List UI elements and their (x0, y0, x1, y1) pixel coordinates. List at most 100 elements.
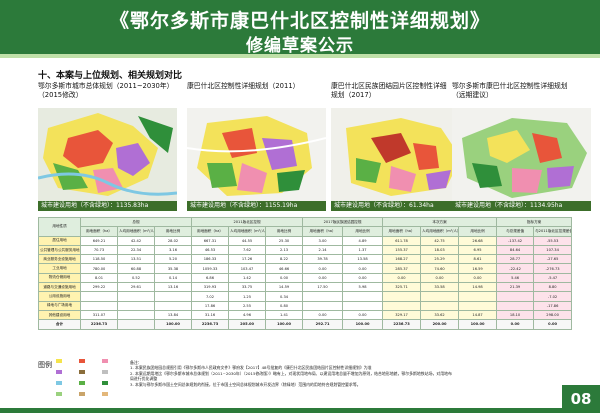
table-cell (496, 300, 535, 311)
table-cell: 14.59 (265, 282, 304, 293)
legend-title: 图例 (38, 361, 52, 369)
table-cell (342, 300, 384, 311)
map-2017-plan (331, 108, 470, 201)
table-cell: 299.22 (80, 282, 118, 293)
legend-swatch (79, 381, 85, 385)
table-cell: 6.86 (191, 272, 230, 284)
table-cell: 8.22 (265, 254, 304, 265)
table-cell: 21.39 (496, 282, 535, 293)
table-cell: 5.46 (496, 272, 535, 284)
sub-header-3: 用地面积（ha） (191, 226, 230, 237)
table-cell: 7.02 (191, 291, 230, 302)
table-cell: 667.31 (191, 235, 230, 246)
table-cell: 1059.33 (191, 263, 230, 274)
table-cell: 0.00 (302, 263, 344, 274)
table-cell: 8.61 (458, 254, 498, 265)
legend-swatch (102, 392, 108, 396)
table-cell: 2.14 (302, 244, 344, 256)
table-cell: -137.42 (496, 235, 535, 246)
table-cell (420, 291, 460, 302)
table-cell: 1.41 (265, 309, 304, 321)
table-cell: 0.00 (342, 263, 384, 274)
table-cell: 17.86 (191, 300, 230, 311)
table-cell: -276.73 (533, 263, 573, 274)
table-cell (382, 291, 422, 302)
table-cell: 205.00 (228, 319, 267, 330)
sub-header-6: 用地面积（ha） (302, 226, 344, 237)
table-row: 公用设施用地 7.02 1.25 0.34 -7.02 (38, 291, 573, 302)
table-cell: 649.21 (80, 235, 118, 246)
header-land-type: 用地性质 (38, 217, 81, 237)
table-cell: 14.98 (458, 282, 498, 293)
legend-swatch (79, 370, 85, 374)
header-group-current: 本次方案 (382, 216, 498, 228)
table-cell: 298.00 (533, 309, 573, 321)
note-line: 3. 本案与鄂尔多斯市国土空间总体规划的衔接，位于市国土空间总体规划城市开发边界… (130, 381, 361, 387)
table-row: 工业用地 780.00 60.88 35.38 1059.33 103.47 46.66 0.… (38, 263, 573, 274)
table-cell: 2236.73 (382, 319, 422, 330)
area-bar-1: 城市建设用地（不含绿地）：1135.83ha (38, 201, 177, 211)
header-group-2011: 2011版北区控规 (191, 216, 304, 228)
table-cell: 8.01 (80, 272, 118, 284)
area-bar-2: 城市建设用地（不含绿地）：1155.19ha (187, 201, 326, 211)
table-cell: 0.14 (153, 272, 193, 284)
table-cell: 16.59 (458, 263, 498, 274)
table-cell: 33.75 (228, 282, 267, 293)
table-cell: 33.62 (420, 309, 460, 321)
table-cell: -22.42 (496, 263, 535, 274)
sub-header-8: 用地面积（ha） (382, 226, 422, 237)
area-bar-4: 城市建设用地（不含绿地）：1134.95ha (452, 201, 591, 211)
table-cell (117, 319, 155, 330)
sub-header-7: 用地比例 (342, 226, 384, 237)
table-cell: 33.58 (420, 282, 460, 293)
header-group-indicator: 指标方案 (496, 216, 573, 228)
table-cell: 42.75 (420, 235, 460, 246)
table-cell: 28.77 (496, 254, 535, 265)
table-cell: 100.00 (458, 319, 498, 330)
legend-swatch (56, 359, 62, 363)
table-cell: 0.80 (265, 300, 304, 311)
table-cell: 100.00 (342, 319, 384, 330)
table-cell: 13.16 (153, 282, 193, 293)
sub-header-11: 与总规差值 (496, 226, 535, 237)
table-cell (302, 291, 344, 302)
table-cell: 13.51 (117, 254, 155, 265)
table-row: 居住用地 649.21 42.42 28.02 667.31 44.55 25.30 3.00… (38, 235, 573, 246)
map-long-term-proposal (452, 108, 591, 201)
map-2011-plan (187, 108, 326, 201)
table-cell: 28.02 (153, 235, 193, 246)
page-number: 08 (562, 385, 600, 413)
table-cell (117, 291, 155, 302)
table-cell: 60.88 (117, 263, 155, 274)
table-cell: 74.60 (420, 263, 460, 274)
table-cell: -55.53 (533, 235, 573, 246)
table-cell (302, 300, 344, 311)
row-label: 公用设施用地 (38, 291, 81, 302)
table-row: 合计 2236.73 100.00 2236.73 205.00 100.00 292.71… (38, 319, 573, 330)
table-cell: 25.29 (420, 254, 460, 265)
table-cell: 5.20 (153, 254, 193, 265)
table-cell: 0.00 (496, 319, 535, 330)
table-cell: 0.00 (302, 272, 344, 284)
table-cell: 0.00 (302, 309, 344, 321)
row-label: 工业用地 (38, 263, 81, 274)
table-cell: 4.89 (342, 235, 384, 246)
table-cell: 18.10 (496, 309, 535, 321)
table-cell: 13.84 (153, 309, 193, 321)
table-cell (80, 291, 118, 302)
land-use-comparison-table: 用地性质 总规 2011版北区控规 2017版民族团结园控规 本次方案 指标方案… (38, 216, 573, 330)
legend-swatch (79, 359, 85, 363)
table-cell: 0.00 (533, 319, 573, 330)
table-cell: 46.53 (191, 244, 230, 256)
table-row: 商业服务业设施用地 118.50 13.51 5.20 186.33 17.26 8.22 3… (38, 254, 573, 265)
table-cell: 319.93 (191, 282, 230, 293)
table-cell: 329.17 (382, 309, 422, 321)
note-line: 2. 本案远期用地比《鄂尔多斯市城市总体规划（2011~2030年）（2015修… (130, 370, 452, 382)
table-cell (153, 300, 193, 311)
table-cell: 1.25 (228, 291, 267, 302)
table-cell: 7.62 (228, 244, 267, 256)
table-cell: 29.61 (117, 282, 155, 293)
table-cell: -7.02 (533, 291, 573, 302)
table-cell: 100.00 (265, 319, 304, 330)
table-cell: 31.16 (191, 309, 230, 321)
